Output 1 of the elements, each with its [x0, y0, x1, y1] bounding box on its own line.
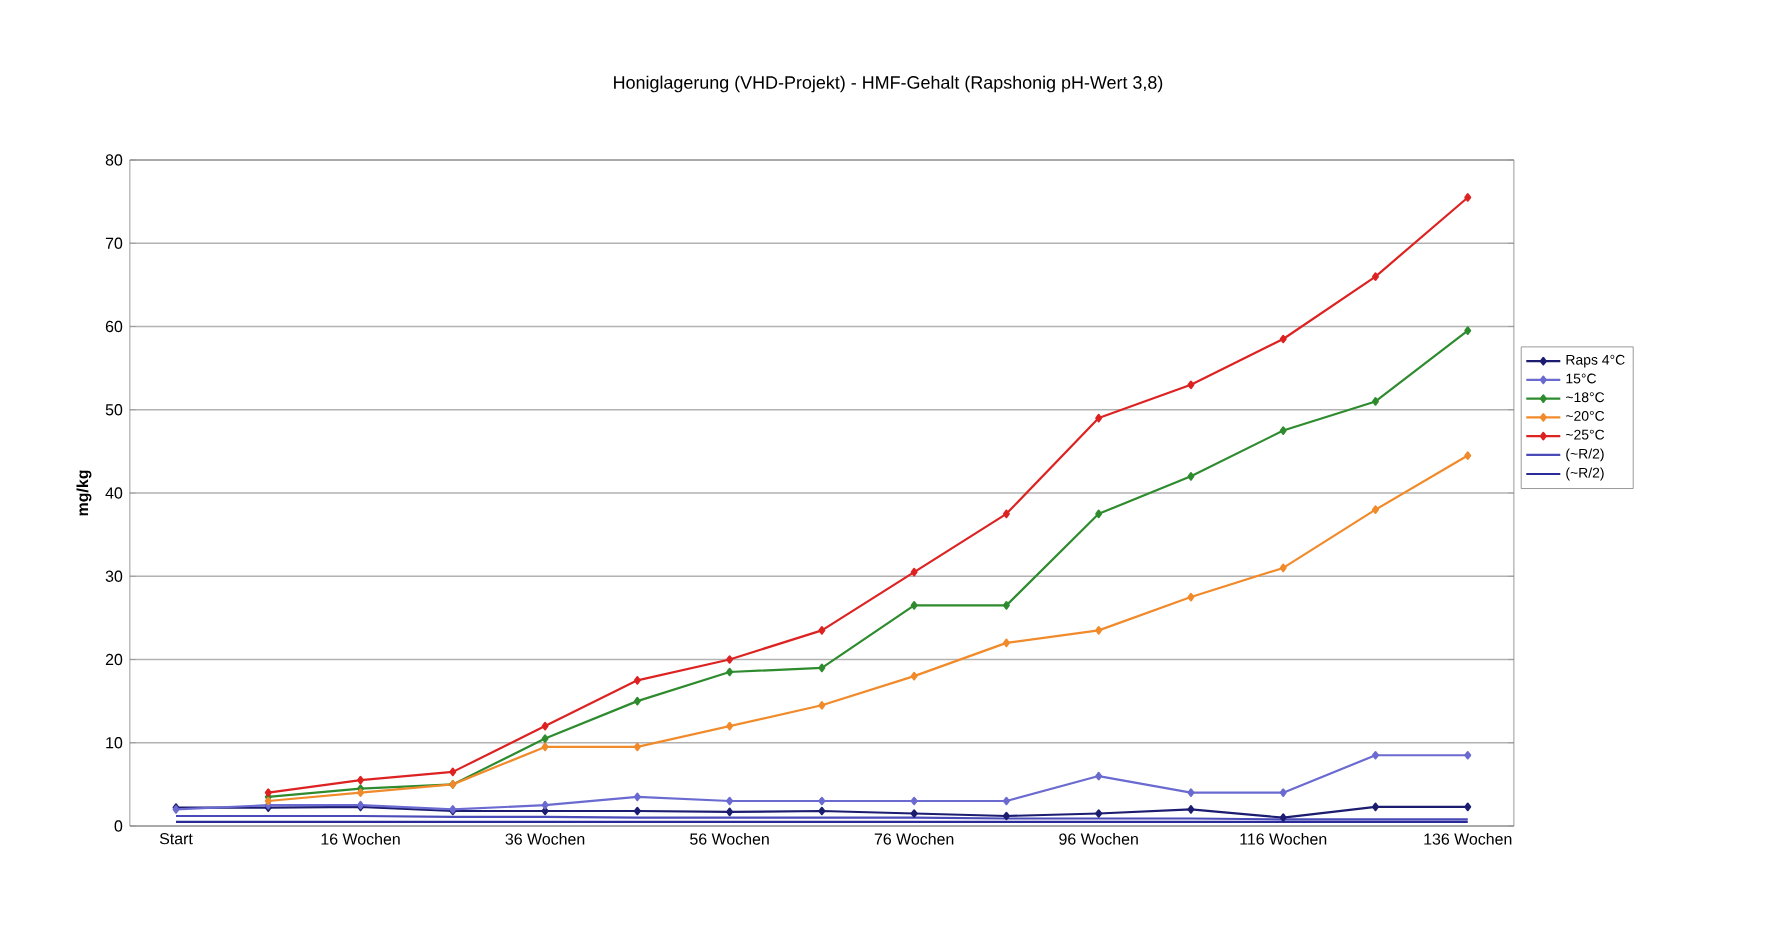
chart-title: Honiglagerung (VHD-Projekt) - HMF-Gehalt (Rapshonig pH-Wert 3,8)	[614, 75, 1163, 93]
